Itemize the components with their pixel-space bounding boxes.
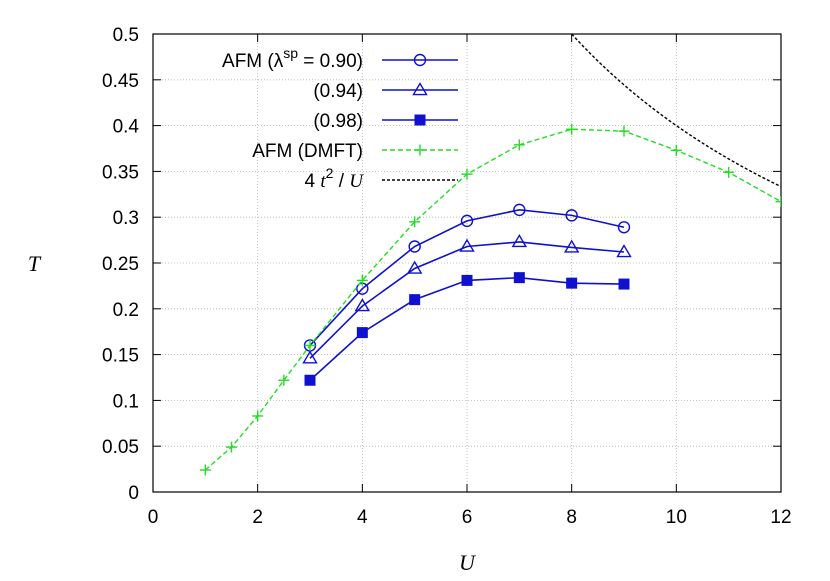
y-tick-label: 0.35 xyxy=(102,162,139,183)
data-point-0 xyxy=(460,214,474,228)
y-tick-label: 0.2 xyxy=(113,300,139,321)
data-point-3 xyxy=(226,441,237,453)
x-tick-label: 10 xyxy=(666,507,687,528)
data-point-1 xyxy=(459,238,475,252)
series-line-0 xyxy=(309,209,625,346)
data-point-3 xyxy=(618,125,630,137)
data-point-1 xyxy=(563,239,580,253)
data-point-2 xyxy=(566,277,578,289)
legend-entry-3: AFM (DMFT) xyxy=(252,141,458,162)
y-tick-label: 0.3 xyxy=(113,208,139,229)
data-point-3 xyxy=(356,274,368,286)
legend-label: AFM (λsp = 0.90) xyxy=(222,45,363,72)
y-tick-label: 0.45 xyxy=(102,71,139,92)
legend-text-part: 4 xyxy=(304,171,320,192)
x-tick-label: 12 xyxy=(770,507,791,528)
data-point-2 xyxy=(618,278,630,290)
data-point-0 xyxy=(617,221,631,234)
legend: AFM (λsp = 0.90) (0.94) (0.98) AFM (DMFT) 4 … xyxy=(222,45,458,192)
data-point-0 xyxy=(565,209,578,222)
legend-entry-2: (0.98) xyxy=(313,111,458,132)
legend-text-part: = 0.90) xyxy=(298,51,363,72)
axis-ticks: 0 2 4 6 8 10 1200.050.10.150.20.250.30.350.40.… xyxy=(102,25,792,528)
legend-marker xyxy=(414,144,426,156)
series-line-4 xyxy=(571,34,781,188)
y-tick-label: 0 xyxy=(128,483,139,504)
data-point-3 xyxy=(670,144,682,156)
legend-label: 4 t2 / U xyxy=(304,165,364,192)
y-tick-label: 0.15 xyxy=(102,346,139,367)
y-tick-label: 0.25 xyxy=(102,254,139,275)
data-point-3 xyxy=(278,374,290,386)
legend-entry-1: (0.94) xyxy=(313,81,458,102)
series-line-3 xyxy=(204,128,781,471)
legend-text-sup: sp xyxy=(283,45,298,61)
y-tick-label: 0.1 xyxy=(113,391,139,412)
data-point-3 xyxy=(304,339,316,351)
data-point-3 xyxy=(566,123,578,135)
legend-text-italic: U xyxy=(349,171,364,192)
legend-entry-4: 4 t2 / U xyxy=(304,165,458,192)
data-point-3 xyxy=(461,168,473,180)
data-point-3 xyxy=(252,410,264,422)
data-point-3 xyxy=(723,166,735,178)
y-tick-label: 0.5 xyxy=(113,25,139,46)
data-point-3 xyxy=(199,464,211,476)
data-point-1 xyxy=(616,244,632,258)
legend-text-part: / xyxy=(333,171,349,192)
y-axis-label: T xyxy=(28,251,42,276)
legend-text-part: AFM (λ xyxy=(222,51,284,72)
data-point-2 xyxy=(409,294,421,306)
series-line-1 xyxy=(309,241,625,359)
data-point-1 xyxy=(406,260,423,274)
data-point-1 xyxy=(354,298,371,312)
x-axis-label: U xyxy=(459,550,477,575)
legend-marker xyxy=(412,82,428,96)
series-0 xyxy=(303,203,631,352)
data-point-2 xyxy=(461,274,473,286)
legend-text-italic: t xyxy=(320,171,326,192)
data-point-3 xyxy=(775,196,781,208)
x-tick-label: 4 xyxy=(357,507,368,528)
data-point-2 xyxy=(356,327,368,339)
series-layer xyxy=(199,34,781,476)
legend-entry-0: AFM (λsp = 0.90) xyxy=(222,45,458,72)
data-point-3 xyxy=(409,216,421,228)
x-tick-label: 2 xyxy=(252,507,263,528)
legend-text-sup: 2 xyxy=(326,165,334,181)
data-point-2 xyxy=(304,374,316,386)
legend-label: AFM (DMFT) xyxy=(252,141,363,162)
data-point-1 xyxy=(511,234,528,248)
legend-marker xyxy=(413,53,427,67)
legend-marker xyxy=(414,114,426,126)
grid xyxy=(153,34,781,492)
x-tick-label: 0 xyxy=(148,507,159,528)
x-tick-label: 6 xyxy=(462,507,473,528)
series-3 xyxy=(199,123,781,476)
data-point-0 xyxy=(408,240,421,253)
legend-label: (0.98) xyxy=(313,111,363,132)
x-tick-label: 8 xyxy=(566,507,577,528)
series-2 xyxy=(304,272,630,386)
y-tick-label: 0.4 xyxy=(113,117,140,138)
data-point-0 xyxy=(513,203,526,217)
data-point-3 xyxy=(513,139,525,151)
legend-label: (0.94) xyxy=(313,81,363,102)
data-point-1 xyxy=(302,350,318,364)
series-4 xyxy=(571,34,781,188)
y-tick-label: 0.05 xyxy=(102,437,139,458)
data-point-2 xyxy=(513,272,525,284)
series-1 xyxy=(302,234,632,364)
